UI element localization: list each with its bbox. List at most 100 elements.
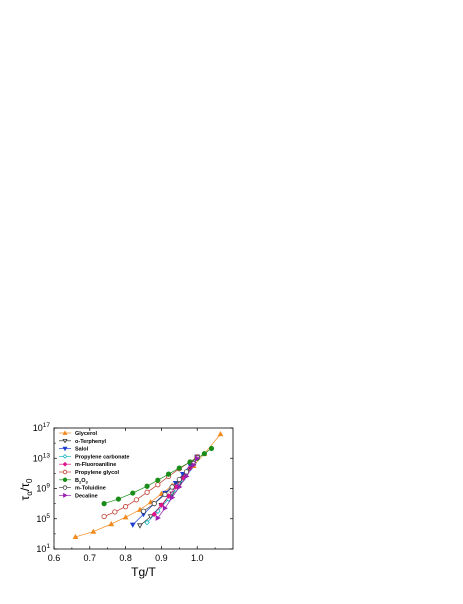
- data-point: [217, 431, 224, 437]
- legend-label: B2O3: [75, 478, 89, 485]
- data-point: [144, 483, 150, 489]
- legend-item-0: Glycerol: [59, 430, 97, 437]
- legend-item-7: m-Toluidine: [59, 485, 106, 492]
- y-tick-base: 10: [36, 514, 46, 524]
- y-tick-label: 101: [36, 543, 50, 554]
- legend-marker: [62, 454, 68, 459]
- legend-label-part: 3: [86, 479, 89, 484]
- data-point: [165, 471, 172, 477]
- legend-label: Decaline: [75, 493, 98, 499]
- legend-item-8: Decaline: [59, 492, 98, 499]
- legend-label: Propylene carbonate: [75, 454, 129, 460]
- y-axis-title-part: /τ: [18, 483, 32, 491]
- data-point: [133, 497, 139, 503]
- data-point: [122, 514, 129, 520]
- y-tick-label: 1017: [33, 422, 51, 433]
- series-2: [129, 454, 201, 528]
- data-point: [208, 445, 215, 452]
- data-point: [155, 477, 161, 483]
- data-point: [201, 451, 207, 457]
- legend-label: o-Terphenyl: [75, 439, 107, 445]
- x-tick-label: 0.7: [84, 553, 97, 563]
- x-tick-label: 1.0: [191, 553, 204, 563]
- legend-marker: [62, 438, 68, 444]
- legend-label-part: B: [75, 478, 79, 484]
- data-point: [144, 519, 150, 526]
- data-point: [155, 508, 161, 514]
- y-tick-exponent: 17: [43, 422, 51, 429]
- legend-item-1: o-Terphenyl: [59, 439, 107, 445]
- legend-marker: [62, 430, 68, 435]
- y-tick-label: 105: [36, 513, 50, 524]
- legend-item-4: m-Fluoroaniline: [59, 461, 116, 468]
- y-tick-base: 10: [36, 484, 46, 494]
- data-point: [123, 504, 129, 510]
- legend-item-2: Salol: [59, 447, 89, 453]
- legend-marker: [62, 477, 68, 482]
- data-point: [195, 455, 201, 462]
- data-point: [169, 494, 176, 501]
- legend-label-part: 2: [79, 479, 82, 484]
- legend-label: m-Fluoroaniline: [75, 462, 116, 468]
- y-axis-title-part: τ: [18, 496, 32, 501]
- x-tick-label: 0.6: [48, 553, 61, 563]
- data-point: [155, 482, 161, 488]
- y-tick-label: 109: [36, 483, 50, 494]
- data-point: [151, 501, 157, 507]
- y-tick-exponent: 5: [46, 513, 50, 520]
- data-point: [184, 473, 190, 480]
- y-tick-base: 10: [33, 423, 43, 433]
- y-tick-exponent: 1: [46, 543, 50, 550]
- data-point: [112, 509, 118, 515]
- data-point: [176, 476, 182, 483]
- data-point: [191, 462, 197, 468]
- data-point: [155, 515, 161, 521]
- data-point: [177, 484, 183, 490]
- x-axis-title: Tg/T: [131, 565, 156, 579]
- data-point: [115, 496, 122, 502]
- data-point: [137, 523, 143, 529]
- legend-marker: [62, 446, 68, 452]
- y-tick-exponent: 9: [46, 483, 50, 490]
- legend-label: m-Toluidine: [75, 486, 106, 492]
- legend-marker: [63, 492, 68, 498]
- data-point: [183, 469, 190, 475]
- data-point: [144, 489, 150, 495]
- y-axis-title: τα/τ0: [18, 478, 34, 500]
- data-point: [90, 528, 97, 534]
- legend-label-part: O: [81, 478, 86, 484]
- data-point: [129, 522, 136, 528]
- legend-item-6: B2O3: [59, 477, 89, 485]
- legend-marker: [62, 485, 68, 490]
- data-point: [176, 465, 182, 471]
- x-tick-label: 0.9: [155, 553, 168, 563]
- data-point: [147, 514, 154, 520]
- series-5: [101, 454, 200, 520]
- y-axis-title-part: α: [25, 491, 34, 496]
- x-tick-label: 0.8: [119, 553, 132, 563]
- data-point: [72, 533, 79, 540]
- y-tick-base: 10: [36, 544, 46, 554]
- y-tick-label: 1013: [33, 452, 51, 463]
- data-point: [101, 513, 107, 520]
- y-tick-base: 10: [33, 453, 43, 463]
- legend-label: Salol: [75, 447, 89, 453]
- legend-item-3: Propylene carbonate: [59, 454, 129, 460]
- legend-marker: [62, 469, 68, 475]
- y-axis-title-part: 0: [25, 478, 34, 483]
- data-point: [140, 508, 147, 514]
- data-point: [162, 491, 168, 498]
- legend-label: Propylene glycol: [75, 470, 119, 476]
- legend-item-5: Propylene glycol: [59, 469, 119, 476]
- data-point: [169, 484, 175, 490]
- data-point: [158, 502, 165, 508]
- legend-label: Glycerol: [75, 431, 97, 437]
- series-8: [155, 455, 201, 521]
- legend-marker: [62, 461, 68, 467]
- data-point: [101, 501, 107, 507]
- data-point: [162, 505, 169, 512]
- data-point: [151, 511, 158, 517]
- y-tick-exponent: 13: [43, 452, 51, 459]
